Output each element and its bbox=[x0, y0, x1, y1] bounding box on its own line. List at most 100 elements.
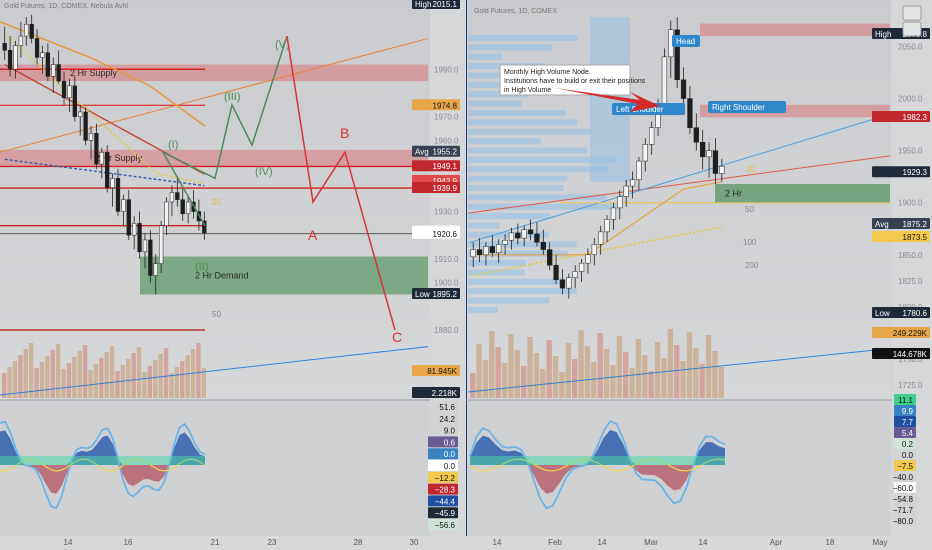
ma-label: 50 bbox=[212, 310, 221, 319]
volume-bar bbox=[131, 353, 136, 398]
volume-bar bbox=[55, 344, 61, 398]
price-tag: 1982.3 bbox=[872, 110, 930, 122]
time-tick: 16 bbox=[124, 538, 133, 547]
candle bbox=[18, 35, 24, 46]
price-tag-value: 1780.6 bbox=[903, 309, 928, 318]
candle bbox=[508, 232, 515, 241]
osc-tag-value: 0.0 bbox=[902, 451, 914, 460]
price-tag-box bbox=[872, 218, 930, 229]
osc-tag-box bbox=[428, 436, 458, 448]
osc-tag-value: −44.4 bbox=[435, 497, 456, 506]
time-tick: Feb bbox=[548, 538, 562, 547]
scale-button[interactable] bbox=[902, 5, 922, 21]
candle bbox=[7, 50, 13, 70]
price-tag-box bbox=[412, 387, 460, 398]
volume-bar bbox=[648, 371, 654, 398]
price-tag-value: 249.229K bbox=[893, 329, 928, 338]
price-tag-value: 1942.9 bbox=[433, 177, 458, 186]
price-tag-box bbox=[412, 160, 460, 172]
candle bbox=[137, 223, 142, 253]
candle bbox=[521, 229, 527, 239]
price-tag-box bbox=[412, 0, 460, 9]
volume-bar bbox=[565, 343, 571, 398]
candle bbox=[719, 166, 725, 174]
volume-profile-bar bbox=[468, 269, 525, 276]
osc-tag: −54.8 bbox=[893, 493, 916, 504]
volume-bar bbox=[153, 360, 158, 398]
volume-bar bbox=[501, 363, 508, 398]
volume-bar bbox=[521, 366, 527, 398]
osc-tag: −80.0 bbox=[893, 515, 916, 526]
osc-tag-value: 5.4 bbox=[902, 429, 914, 438]
candle bbox=[585, 254, 591, 264]
price-tag-value: 1929.3 bbox=[903, 168, 928, 177]
volume-bar bbox=[476, 344, 482, 398]
candle bbox=[591, 244, 597, 256]
osc-tag-value: 7.7 bbox=[902, 418, 914, 427]
zone-label-1: 2 Hr Supply bbox=[95, 153, 143, 163]
volume-bar bbox=[623, 352, 629, 398]
volume-bar bbox=[109, 346, 115, 398]
volume-bar bbox=[597, 333, 603, 398]
osc-tag-box bbox=[894, 504, 916, 515]
volume-profile-bar bbox=[468, 222, 500, 229]
candle bbox=[94, 133, 99, 165]
zone-label-0: 2 Hr Supply bbox=[70, 68, 118, 78]
osc-tag: 9.0 bbox=[428, 424, 458, 436]
right-oscillator-band bbox=[470, 456, 725, 465]
time-tick: 14 bbox=[699, 538, 708, 547]
volume-bar bbox=[667, 329, 673, 398]
price-tag-box bbox=[872, 307, 930, 318]
candle bbox=[629, 179, 636, 187]
price-tick: 2050.0 bbox=[898, 42, 923, 51]
osc-tag-value: −7.5 bbox=[897, 462, 913, 471]
candle bbox=[496, 244, 502, 253]
candle bbox=[527, 229, 534, 235]
candle bbox=[56, 64, 61, 82]
volume-profile-bar bbox=[468, 119, 578, 126]
osc-tag-value: −54.8 bbox=[893, 495, 914, 504]
volume-bar bbox=[82, 345, 88, 398]
trend-line bbox=[467, 155, 891, 214]
settings-button[interactable] bbox=[902, 21, 922, 37]
price-tag: Avg 1955.2 bbox=[412, 145, 460, 157]
price-tag: 81.945K bbox=[412, 365, 460, 376]
volume-bar bbox=[514, 350, 520, 398]
candle bbox=[693, 127, 699, 143]
candle bbox=[115, 178, 121, 212]
price-tag-value: 1895.2 bbox=[433, 290, 458, 299]
osc-tag: −44.4 bbox=[428, 495, 458, 507]
osc-tag-value: −40.0 bbox=[893, 473, 914, 482]
osc-tag-value: 0.2 bbox=[902, 440, 914, 449]
trend-line bbox=[469, 113, 891, 243]
volume-profile-bar bbox=[468, 194, 607, 201]
zone-1 bbox=[0, 149, 428, 167]
right-oscillator-line bbox=[469, 419, 726, 510]
annotation-line: Monthly High Volume Node. bbox=[504, 69, 591, 76]
time-tick: 23 bbox=[268, 538, 277, 547]
price-tick: 1960.0 bbox=[434, 136, 459, 145]
candle bbox=[674, 29, 680, 81]
candle bbox=[470, 249, 476, 258]
candle bbox=[649, 127, 655, 145]
volume-bar bbox=[39, 362, 45, 398]
price-tick: 1990.0 bbox=[434, 65, 459, 74]
candle bbox=[72, 85, 77, 117]
volume-bar bbox=[93, 364, 99, 398]
price-tick: 1930.0 bbox=[434, 207, 459, 216]
candle bbox=[24, 23, 29, 37]
volume-bar bbox=[572, 359, 578, 398]
osc-tag: 7.7 bbox=[894, 416, 916, 427]
price-tag-value: 2015.1 bbox=[433, 0, 458, 9]
volume-bar bbox=[508, 334, 514, 398]
price-tag: Avg 1875.2 bbox=[872, 218, 930, 229]
price-tag: High 2015.1 bbox=[412, 0, 460, 9]
osc-tag-value: 0.0 bbox=[444, 462, 456, 471]
osc-tag-box bbox=[894, 493, 916, 504]
impulse-projection bbox=[161, 35, 288, 227]
candle bbox=[572, 271, 578, 278]
osc-tag-value: 24.2 bbox=[439, 415, 455, 424]
candle bbox=[534, 233, 540, 243]
